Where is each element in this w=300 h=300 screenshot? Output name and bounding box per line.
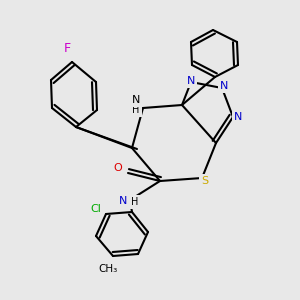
Text: F: F (63, 43, 70, 56)
Text: N: N (234, 112, 242, 122)
Text: S: S (201, 176, 208, 186)
Text: N: N (187, 76, 195, 86)
Text: CH₃: CH₃ (98, 264, 118, 274)
Text: O: O (114, 163, 122, 173)
Text: F: F (63, 41, 70, 55)
Text: H: H (131, 197, 139, 207)
Text: H: H (132, 105, 140, 115)
Text: Cl: Cl (91, 204, 101, 214)
Text: N: N (132, 95, 140, 105)
Text: N: N (220, 81, 228, 91)
Text: N: N (119, 196, 127, 206)
